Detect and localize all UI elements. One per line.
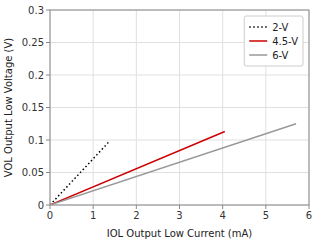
grid-line (50, 140, 309, 141)
tick-mark (50, 205, 51, 209)
tick-label: 0 (38, 200, 44, 211)
tick-mark (46, 140, 50, 141)
series-line (50, 124, 296, 205)
tick-label: 0.3 (28, 5, 44, 16)
legend-box (244, 16, 303, 66)
legend-label: 4.5-V (272, 36, 298, 47)
tick-label: 3 (176, 210, 182, 221)
tick-mark (265, 205, 266, 209)
legend-label: 6-V (272, 50, 288, 61)
legend: 2-V 4.5-V 6-V (244, 16, 303, 66)
tick-label: 0.05 (22, 167, 44, 178)
tick-mark (309, 205, 310, 209)
legend-label: 2-V (272, 22, 288, 33)
axes: 0 1 2 3 4 5 6 0 0.05 0.1 0.15 0.2 0.25 0.3 (22, 5, 312, 222)
tick-label: 4 (219, 210, 225, 221)
grid-line (50, 75, 309, 76)
tick-mark (179, 205, 180, 209)
tick-label: 0 (47, 210, 53, 221)
tick-mark (46, 205, 50, 206)
grid-line (50, 107, 309, 108)
tick-mark (46, 107, 50, 108)
series-line (50, 132, 225, 205)
tick-label: 6 (306, 210, 312, 221)
legend-swatch (249, 26, 267, 28)
tick-mark (46, 10, 50, 11)
tick-mark (46, 75, 50, 76)
plot-area (50, 124, 296, 205)
grid-line (50, 172, 309, 173)
tick-label: 2 (133, 210, 139, 221)
tick-mark (46, 172, 50, 173)
legend-swatch (249, 40, 267, 42)
tick-label: 0.1 (28, 135, 44, 146)
legend-swatch (249, 54, 267, 56)
tick-label: 0.25 (22, 37, 44, 48)
tick-label: 0.15 (22, 102, 44, 113)
tick-mark (46, 42, 50, 43)
y-axis-label: VOL Output Low Voltage (V) (3, 38, 14, 178)
x-axis-label: IOL Output Low Current (mA) (107, 228, 253, 239)
chart: 0 1 2 3 4 5 6 0 0.05 0.1 0.15 0.2 0.25 0.3 IOL Output … (0, 0, 321, 243)
tick-mark (136, 205, 137, 209)
grid (50, 10, 309, 205)
tick-label: 5 (263, 210, 269, 221)
tick-label: 0.2 (28, 70, 44, 81)
plot-frame (50, 10, 309, 205)
tick-mark (222, 205, 223, 209)
tick-mark (93, 205, 94, 209)
tick-label: 1 (90, 210, 96, 221)
